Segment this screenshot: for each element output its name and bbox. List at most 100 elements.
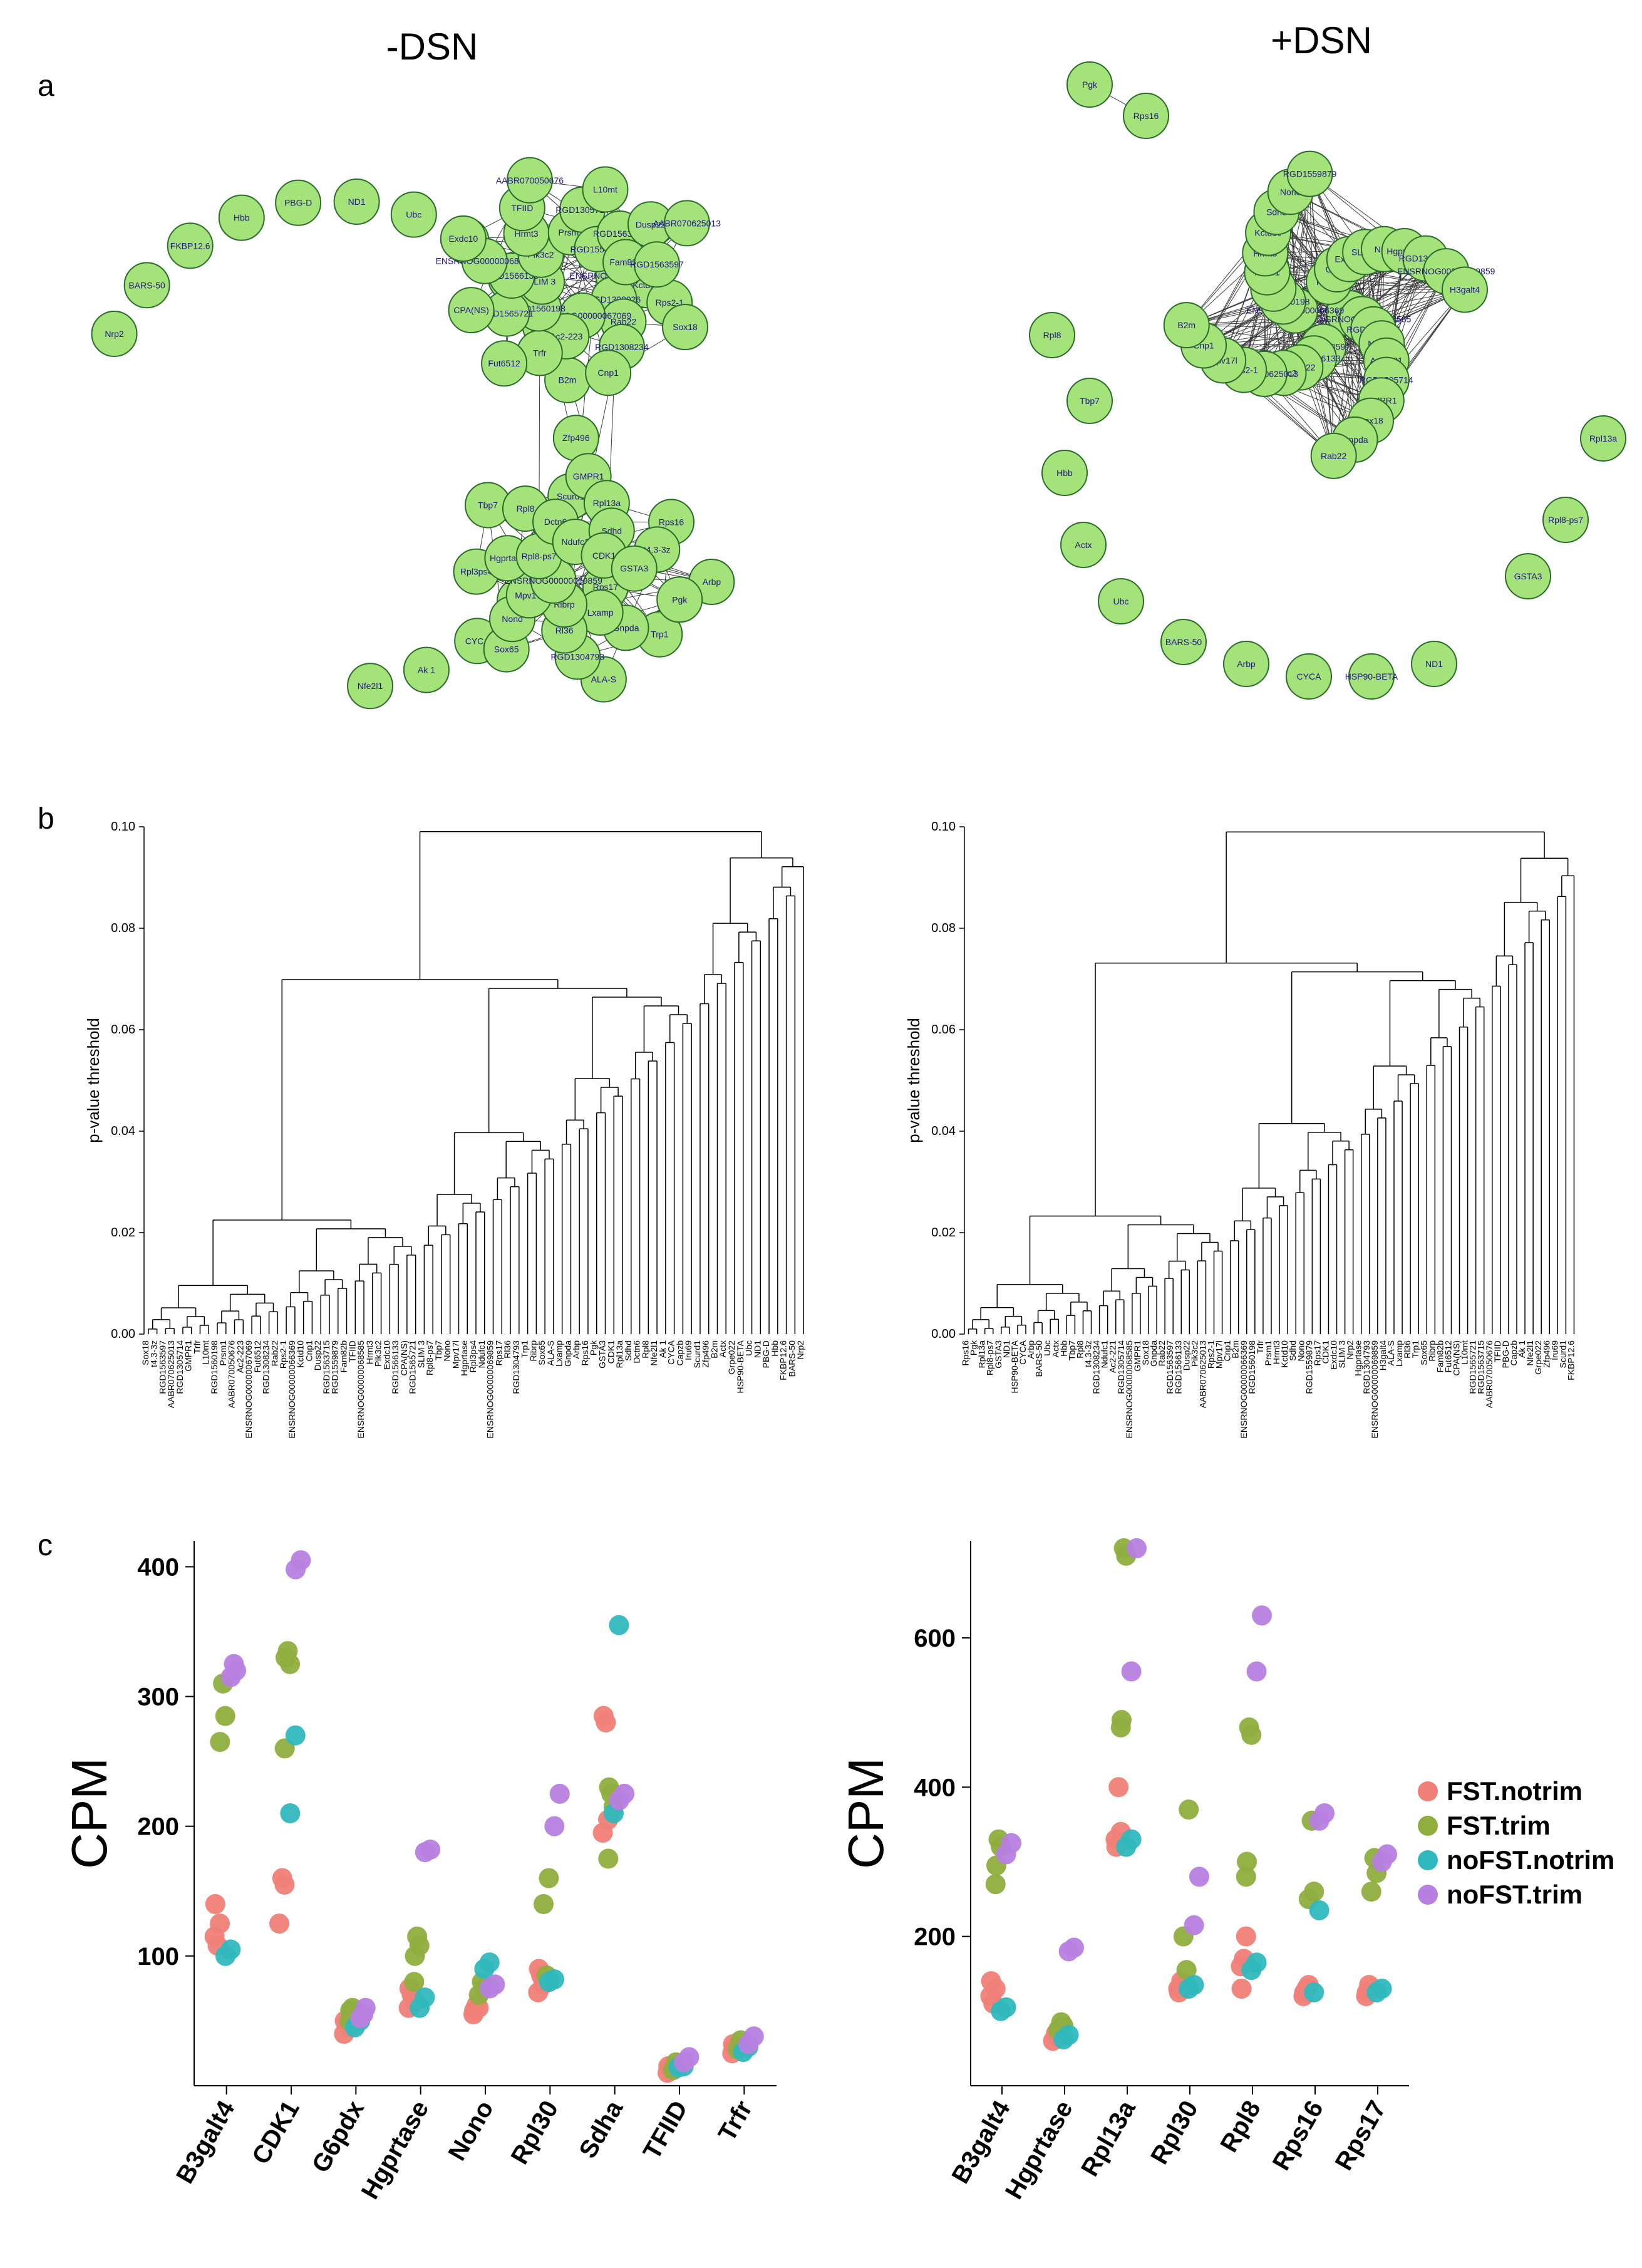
svg-text:Tbp7: Tbp7 (1080, 396, 1100, 406)
svg-text:Rpl8: Rpl8 (1215, 2096, 1266, 2157)
svg-text:noFST.trim: noFST.trim (1447, 1880, 1583, 1909)
svg-text:B3galt4: B3galt4 (946, 2096, 1016, 2188)
svg-text:BARS-50: BARS-50 (128, 280, 165, 290)
svg-text:AABR070050676: AABR070050676 (496, 175, 564, 185)
svg-text:0.00: 0.00 (931, 1327, 956, 1341)
svg-text:H3galt4: H3galt4 (1450, 284, 1480, 294)
svg-text:GSTA3: GSTA3 (620, 564, 648, 574)
network-plus-dsn: t4.3-3zENSRNOG00000068585RGD1308234Ndufc… (977, 50, 1642, 789)
svg-text:ALA-S: ALA-S (591, 675, 616, 685)
svg-text:Ubc: Ubc (406, 210, 421, 220)
svg-text:0.02: 0.02 (111, 1226, 135, 1240)
svg-text:Fut6512: Fut6512 (488, 358, 520, 368)
svg-text:GMPR1: GMPR1 (573, 471, 604, 481)
svg-text:p-value threshold: p-value threshold (84, 1018, 103, 1142)
svg-text:Hbb: Hbb (1056, 468, 1073, 478)
svg-text:0.06: 0.06 (931, 1023, 956, 1037)
svg-text:0.04: 0.04 (111, 1124, 135, 1138)
svg-text:0.10: 0.10 (111, 820, 135, 834)
svg-text:ND1: ND1 (1425, 659, 1443, 669)
svg-text:100: 100 (137, 1943, 179, 1970)
svg-text:Nono: Nono (443, 2096, 499, 2165)
dendrogram-minus-dsn: 0.00 0.02 0.04 0.06 0.08 0.10 p-value threshol… (81, 814, 820, 1472)
svg-text:Rpl30: Rpl30 (506, 2096, 564, 2169)
svg-text:Rpl8: Rpl8 (517, 504, 535, 514)
svg-text:noFST.notrim: noFST.notrim (1447, 1845, 1614, 1875)
network-minus-dsn: Nrp2BARS-50FKBP12.6HbbPBG-DND1UbcHSP90-B… (63, 56, 877, 795)
svg-text:Arbp: Arbp (1237, 659, 1256, 669)
svg-text:Nrp2: Nrp2 (795, 1340, 805, 1360)
svg-text:400: 400 (137, 1553, 179, 1581)
svg-text:FST.trim: FST.trim (1447, 1811, 1551, 1840)
svg-text:TFIID: TFIID (511, 203, 533, 213)
svg-text:Tbp7: Tbp7 (478, 500, 498, 510)
svg-text:CPM: CPM (845, 1758, 894, 1869)
svg-text:FST.notrim: FST.notrim (1447, 1776, 1583, 1806)
svg-text:Rpl13a: Rpl13a (593, 498, 621, 508)
scatter-minus-dsn: 100200300400CPMB3galt4CDK1G6pdxHgprtaseN… (69, 1522, 789, 2261)
svg-text:Ak 1: Ak 1 (418, 665, 435, 675)
svg-text:0.08: 0.08 (931, 921, 956, 935)
scatter-plus-dsn: 200400600CPMB3galt4HgprtaseRpl13aRpl30Rp… (845, 1522, 1422, 2261)
svg-text:CPM: CPM (69, 1758, 117, 1869)
svg-text:Rpl8-ps7: Rpl8-ps7 (1548, 515, 1583, 525)
svg-text:Hbb: Hbb (234, 213, 250, 223)
svg-text:Pgk: Pgk (1082, 80, 1098, 90)
svg-text:Cnp1: Cnp1 (597, 368, 619, 378)
svg-text:Trfr: Trfr (713, 2096, 758, 2146)
svg-text:B2m: B2m (1177, 320, 1195, 330)
svg-text:Rpl13a: Rpl13a (1076, 2096, 1141, 2181)
svg-text:Exdc10: Exdc10 (448, 234, 478, 244)
svg-text:RGD1563597: RGD1563597 (630, 259, 684, 269)
svg-text:Rps16: Rps16 (659, 517, 684, 527)
svg-text:Lxamp: Lxamp (587, 608, 614, 618)
svg-text:600: 600 (914, 1625, 956, 1652)
scatter-legend: FST.notrim FST.trim noFST.notrim noFST.trim (1415, 1773, 1641, 1935)
svg-text:B3galt4: B3galt4 (171, 2096, 240, 2188)
svg-text:FKBP12.6: FKBP12.6 (1566, 1340, 1576, 1380)
svg-text:AABR070625013: AABR070625013 (653, 218, 721, 228)
svg-text:Trfr: Trfr (533, 348, 547, 358)
svg-text:0.10: 0.10 (931, 820, 956, 834)
svg-text:p-value threshold: p-value threshold (904, 1018, 923, 1142)
svg-text:G6pdx: G6pdx (307, 2096, 369, 2178)
svg-text:HSP90-BETA: HSP90-BETA (1345, 671, 1398, 681)
svg-text:Zfp496: Zfp496 (562, 433, 590, 443)
svg-text:0.02: 0.02 (931, 1226, 956, 1240)
svg-text:Rps16: Rps16 (1133, 111, 1159, 121)
svg-text:TFIID: TFIID (638, 2096, 693, 2165)
svg-text:Rpl30: Rpl30 (1145, 2096, 1204, 2169)
svg-text:ND1: ND1 (348, 197, 366, 207)
svg-text:RGD1559879: RGD1559879 (1283, 169, 1337, 179)
svg-text:300: 300 (137, 1684, 179, 1711)
svg-text:Pgk: Pgk (672, 594, 688, 604)
svg-text:Nfe2l1: Nfe2l1 (358, 681, 383, 691)
svg-text:0.00: 0.00 (111, 1327, 135, 1341)
svg-text:RGD1304793: RGD1304793 (550, 651, 604, 661)
svg-text:Rps16: Rps16 (1268, 2096, 1329, 2175)
panel-label-c: c (38, 1528, 53, 1563)
svg-text:B2m: B2m (559, 375, 577, 385)
svg-text:0.06: 0.06 (111, 1023, 135, 1037)
svg-text:Rpl13a: Rpl13a (1589, 433, 1618, 443)
svg-text:GSTA3: GSTA3 (1514, 571, 1542, 581)
svg-text:BARS-50: BARS-50 (1165, 637, 1202, 647)
svg-text:Trp1: Trp1 (651, 629, 668, 639)
svg-text:0.04: 0.04 (931, 1124, 956, 1138)
svg-text:0.08: 0.08 (111, 921, 135, 935)
svg-text:Sox65: Sox65 (494, 645, 519, 655)
svg-text:Actx: Actx (1075, 540, 1092, 550)
svg-text:Sox18: Sox18 (673, 322, 698, 332)
svg-text:CYCA: CYCA (1297, 671, 1322, 681)
dendrogram-plus-dsn: 0.00 0.02 0.04 0.06 0.08 0.10 p-value threshol… (902, 814, 1591, 1472)
svg-text:PBG-D: PBG-D (284, 198, 312, 208)
svg-text:Rab22: Rab22 (1321, 451, 1346, 461)
svg-text:CDK1: CDK1 (247, 2096, 305, 2169)
svg-text:Rpl8-ps7: Rpl8-ps7 (522, 551, 557, 561)
svg-text:L10mt: L10mt (593, 185, 617, 195)
svg-text:FKBP12.6: FKBP12.6 (170, 241, 210, 251)
svg-text:CPA(NS): CPA(NS) (453, 305, 489, 315)
svg-text:Sdha: Sdha (574, 2096, 628, 2163)
svg-text:400: 400 (914, 1774, 956, 1801)
svg-text:Arbp: Arbp (703, 577, 721, 587)
